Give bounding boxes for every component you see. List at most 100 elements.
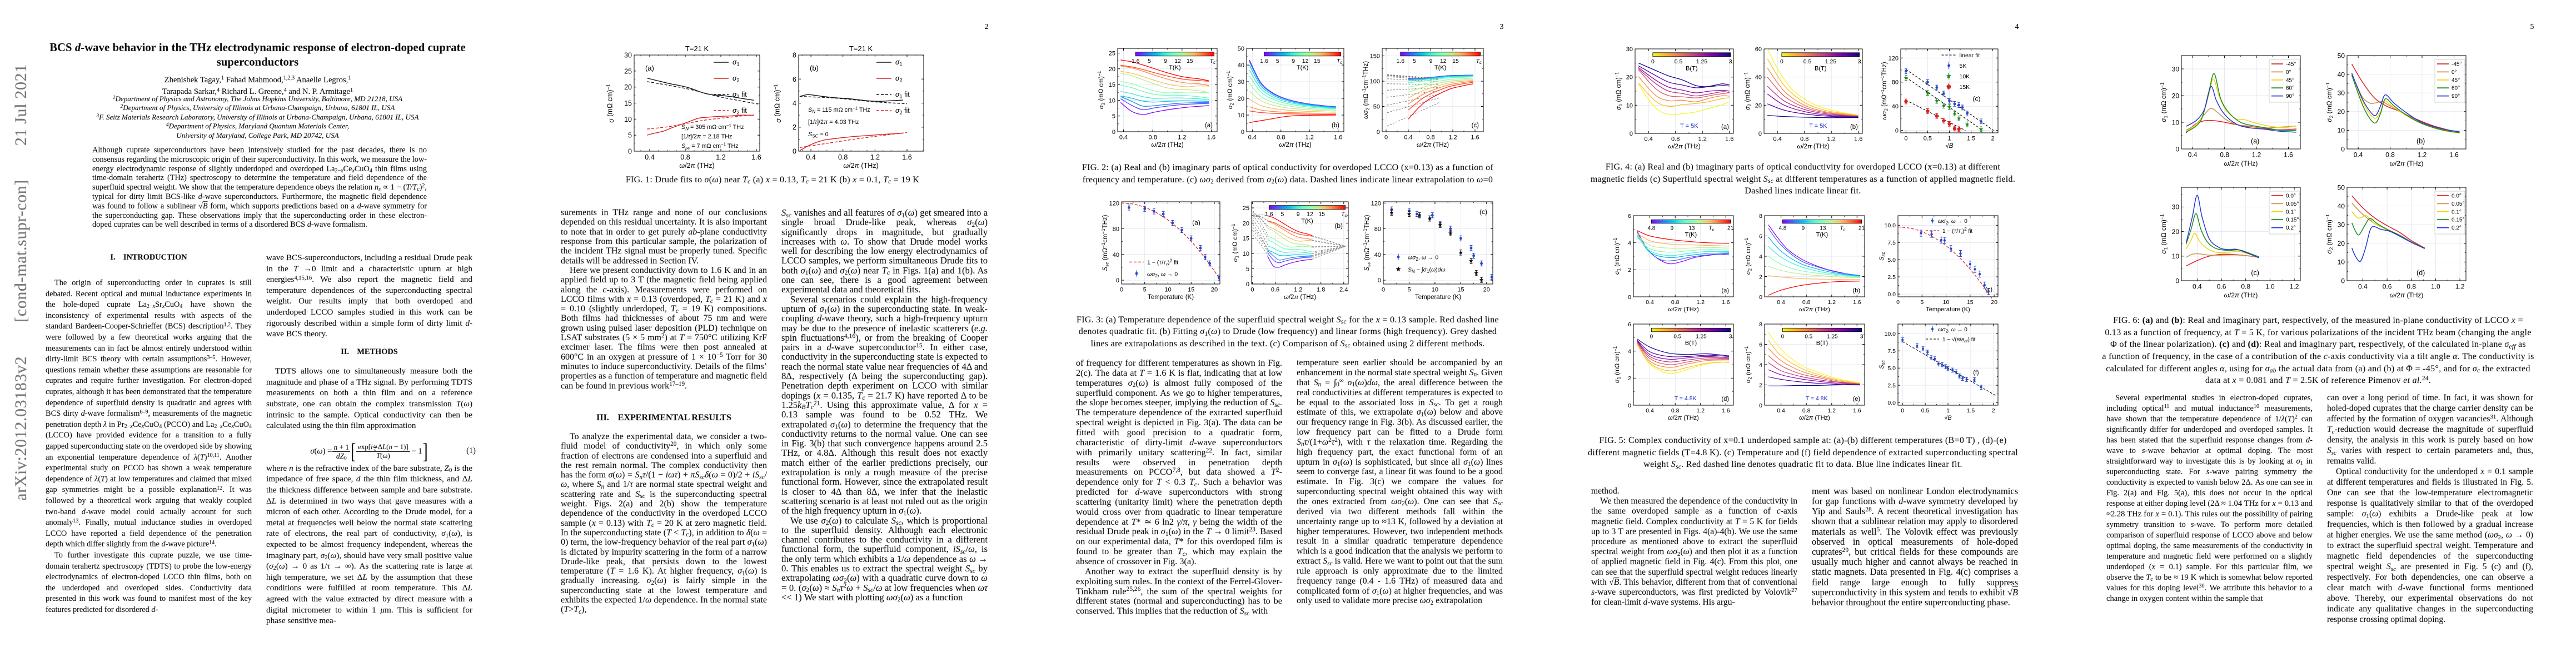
svg-text:0.5: 0.5: [1803, 58, 1812, 65]
svg-text:0.4: 0.4: [1248, 135, 1257, 141]
svg-text:2: 2: [793, 123, 796, 131]
svg-text:5.0: 5.0: [1887, 257, 1896, 263]
svg-text:1.5: 1.5: [1967, 136, 1975, 142]
svg-text:0: 0: [1650, 334, 1653, 340]
svg-text:Tc: Tc: [1210, 58, 1215, 65]
svg-text:15: 15: [1243, 236, 1249, 242]
svg-text:√B: √B: [1944, 415, 1951, 421]
svg-text:40: 40: [1238, 62, 1244, 69]
svg-text:Ssc: Ssc: [1879, 251, 1886, 261]
svg-text:20: 20: [1211, 287, 1218, 293]
svg-text:30: 30: [2338, 89, 2345, 97]
svg-text:6: 6: [1628, 321, 1631, 328]
svg-text:0: 0: [1112, 129, 1115, 136]
svg-text:7.5: 7.5: [1887, 348, 1896, 355]
svg-text:(f): (f): [1973, 370, 1979, 376]
svg-text:0.0: 0.0: [1887, 291, 1896, 298]
svg-text:0: 0: [1896, 299, 1900, 306]
svg-text:0.8: 0.8: [1802, 299, 1811, 306]
svg-text:15: 15: [1457, 287, 1464, 293]
svg-text:σ1 fit: σ1 fit: [733, 91, 747, 99]
svg-text:2: 2: [1991, 136, 1995, 142]
svg-text:-45°: -45°: [2452, 62, 2462, 68]
svg-text:3: 3: [1860, 334, 1864, 340]
svg-text:1: 1: [1946, 407, 1950, 414]
svg-text:45°: 45°: [2286, 77, 2294, 83]
svg-text:ωσ2 (mΩ−1cm−1THz): ωσ2 (mΩ−1cm−1THz): [1880, 62, 1889, 120]
svg-text:0.8: 0.8: [2220, 151, 2229, 159]
svg-text:0: 0: [1250, 287, 1254, 293]
svg-text:10: 10: [2172, 118, 2180, 126]
svg-text:10.0: 10.0: [1885, 331, 1896, 337]
svg-text:1.6: 1.6: [1725, 136, 1733, 143]
svg-text:0: 0: [2175, 145, 2179, 153]
svg-text:25: 25: [624, 67, 632, 75]
svg-text:(d): (d): [2416, 269, 2425, 277]
svg-text:0: 0: [1759, 402, 1762, 409]
svg-text:σ1 (mΩ cm)−1: σ1 (mΩ cm)−1: [1612, 238, 1622, 275]
svg-text:1.6: 1.6: [902, 153, 911, 161]
svg-text:5: 5: [1112, 113, 1115, 120]
svg-text:10: 10: [624, 116, 632, 123]
svg-text:10: 10: [1626, 102, 1633, 109]
svg-text:15: 15: [1318, 211, 1325, 218]
svg-text:σ2 (mΩ cm)−1: σ2 (mΩ cm)−1: [2325, 214, 2334, 254]
svg-text:linear fit: linear fit: [1960, 52, 1980, 59]
svg-text:0.6: 0.6: [1271, 287, 1279, 293]
svg-text:150: 150: [1370, 53, 1380, 60]
svg-text:0.8: 0.8: [1671, 407, 1680, 414]
svg-text:0.0°: 0.0°: [2286, 193, 2296, 200]
svg-text:1.25: 1.25: [1825, 58, 1837, 65]
svg-text:1.25: 1.25: [1696, 58, 1708, 65]
svg-text:0°: 0°: [2286, 69, 2291, 76]
svg-text:5: 5: [628, 132, 632, 140]
svg-text:0: 0: [1378, 277, 1381, 284]
svg-text:0: 0: [1246, 281, 1249, 288]
svg-text:0: 0: [1904, 136, 1907, 142]
svg-text:0.8: 0.8: [1277, 135, 1285, 141]
svg-text:10: 10: [1432, 287, 1438, 293]
svg-text:ω/2π (THz): ω/2π (THz): [1799, 415, 1830, 421]
svg-text:0.15°: 0.15°: [2286, 217, 2299, 223]
svg-text:10: 10: [1943, 299, 1950, 306]
svg-text:25: 25: [1109, 51, 1115, 57]
svg-text:20: 20: [1243, 220, 1249, 227]
svg-text:10: 10: [1238, 112, 1244, 119]
svg-text:0.6: 0.6: [2217, 283, 2226, 291]
svg-text:0: 0: [1630, 131, 1633, 137]
svg-text:0.8: 0.8: [2385, 151, 2395, 159]
svg-text:ω/2π (THz): ω/2π (THz): [1279, 142, 1311, 148]
svg-text:0.4: 0.4: [2358, 283, 2368, 291]
svg-text:0.2°: 0.2°: [2286, 225, 2296, 231]
svg-text:1.2: 1.2: [1827, 136, 1836, 143]
svg-text:Tc: Tc: [1337, 58, 1342, 65]
svg-text:T(K): T(K): [1169, 64, 1180, 71]
svg-text:Temperature (K): Temperature (K): [1148, 294, 1194, 301]
svg-text:0: 0: [628, 148, 632, 156]
svg-text:9: 9: [1429, 58, 1433, 64]
svg-text:0.4: 0.4: [645, 153, 654, 161]
svg-text:2.4: 2.4: [1339, 287, 1348, 293]
svg-text:21: 21: [1858, 225, 1865, 231]
svg-text:1: 1: [1947, 136, 1951, 142]
svg-text:SN = 115 mΩ cm−1 THz: SN = 115 mΩ cm−1 THz: [808, 106, 870, 115]
svg-text:15K: 15K: [1960, 84, 1970, 91]
svg-text:80: 80: [1113, 226, 1119, 233]
svg-text:5: 5: [1246, 266, 1249, 273]
svg-text:σ (mΩ cm)−1: σ (mΩ cm)−1: [773, 84, 783, 123]
svg-text:0: 0: [1384, 135, 1388, 141]
svg-text:20: 20: [1238, 96, 1244, 102]
svg-text:ω/2π (THz): ω/2π (THz): [1151, 142, 1183, 148]
svg-text:(c): (c): [1985, 286, 1992, 293]
svg-text:0.15°: 0.15°: [2452, 217, 2464, 223]
svg-text:1.2: 1.2: [1448, 135, 1457, 141]
svg-text:ω/2π (THz): ω/2π (THz): [2390, 160, 2424, 167]
svg-text:6: 6: [793, 76, 796, 83]
svg-text:20: 20: [2172, 92, 2180, 99]
svg-text:21: 21: [1727, 225, 1734, 231]
svg-text:ω/2π (THz): ω/2π (THz): [1668, 143, 1700, 150]
svg-text:0.8: 0.8: [1800, 136, 1808, 143]
svg-text:20: 20: [1626, 74, 1633, 81]
svg-text:Tc: Tc: [1709, 225, 1715, 232]
svg-text:9: 9: [1297, 211, 1300, 218]
